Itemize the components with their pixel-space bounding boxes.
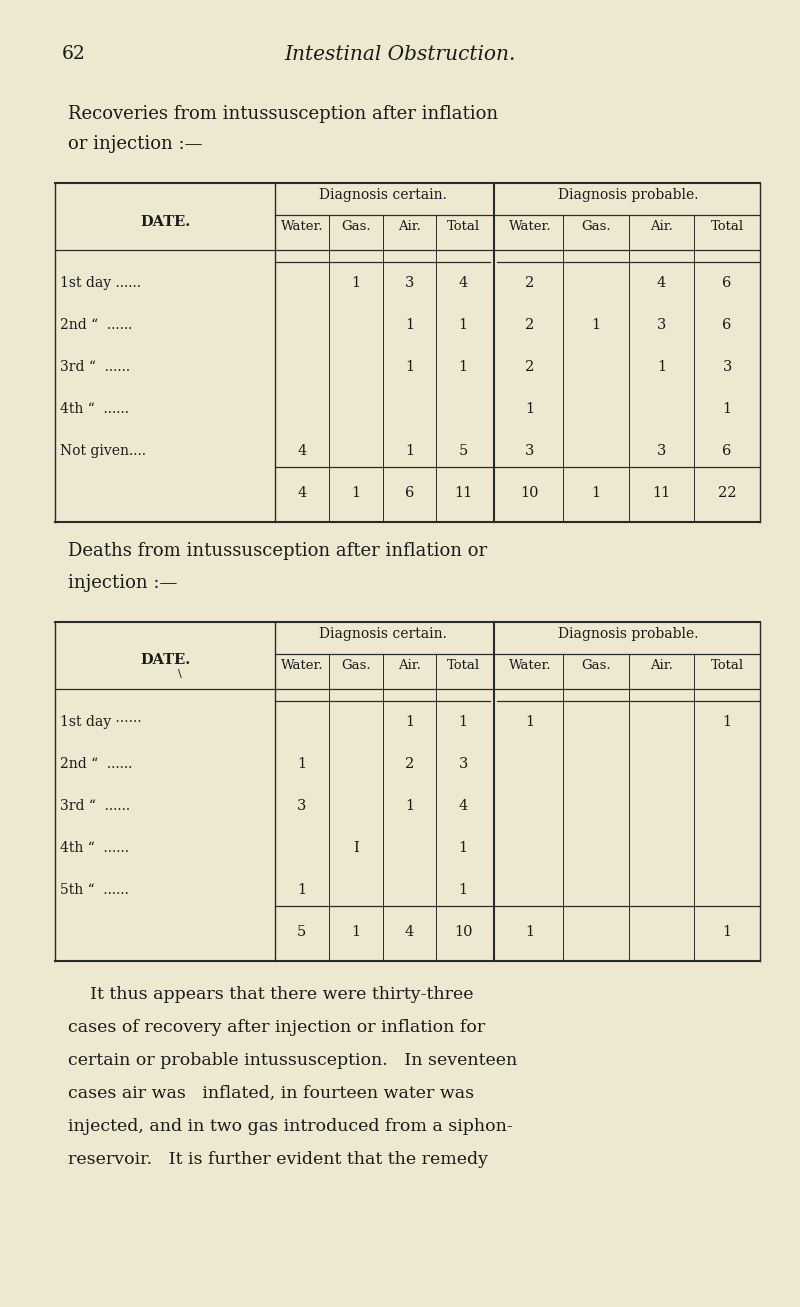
Text: 2nd “  ......: 2nd “ ...... (60, 757, 132, 771)
Text: 6: 6 (405, 486, 414, 501)
Text: 1: 1 (526, 715, 534, 729)
Text: 1: 1 (591, 486, 600, 501)
Text: 1: 1 (351, 925, 360, 938)
Text: reservoir.   It is further evident that the remedy: reservoir. It is further evident that th… (68, 1151, 488, 1168)
Text: It thus appears that there were thirty-three: It thus appears that there were thirty-t… (68, 985, 474, 1002)
Text: 6: 6 (722, 276, 732, 290)
Text: Total: Total (446, 659, 480, 672)
Text: 5: 5 (298, 925, 306, 938)
Text: 2: 2 (526, 359, 534, 374)
Text: DATE.: DATE. (140, 654, 190, 668)
Text: 2: 2 (405, 757, 414, 771)
Text: Water.: Water. (281, 220, 323, 233)
Text: 5: 5 (458, 444, 468, 457)
Text: $\backslash$: $\backslash$ (177, 667, 183, 680)
Text: injected, and in two gas introduced from a siphon-: injected, and in two gas introduced from… (68, 1117, 513, 1134)
Text: Gas.: Gas. (581, 659, 610, 672)
Text: 5th “  ......: 5th “ ...... (60, 884, 129, 897)
Text: 1: 1 (351, 486, 360, 501)
Text: 4: 4 (298, 444, 306, 457)
Text: DATE.: DATE. (140, 214, 190, 229)
Text: 1: 1 (722, 403, 732, 416)
Text: Air.: Air. (398, 220, 421, 233)
Text: cases air was   inflated, in fourteen water was: cases air was inflated, in fourteen wate… (68, 1085, 474, 1102)
Text: Recoveries from intussusception after inflation: Recoveries from intussusception after in… (68, 105, 498, 123)
Text: 4: 4 (405, 925, 414, 938)
Text: 11: 11 (454, 486, 472, 501)
Text: 1: 1 (298, 884, 306, 897)
Text: Air.: Air. (398, 659, 421, 672)
Text: 1: 1 (405, 444, 414, 457)
Text: 22: 22 (718, 486, 736, 501)
Text: 1: 1 (405, 318, 414, 332)
Text: Intestinal Obstruction.: Intestinal Obstruction. (284, 44, 516, 64)
Text: Total: Total (710, 220, 744, 233)
Text: 3: 3 (657, 444, 666, 457)
Text: Water.: Water. (281, 659, 323, 672)
Text: 1: 1 (526, 403, 534, 416)
Text: 1: 1 (458, 359, 468, 374)
Text: 3: 3 (458, 757, 468, 771)
Text: 4: 4 (298, 486, 306, 501)
Text: certain or probable intussusception.   In seventeen: certain or probable intussusception. In … (68, 1052, 518, 1069)
Text: 1: 1 (657, 359, 666, 374)
Text: 3: 3 (297, 799, 306, 813)
Text: 1: 1 (298, 757, 306, 771)
Text: injection :—: injection :— (68, 574, 178, 592)
Text: Gas.: Gas. (581, 220, 610, 233)
Text: 1st day ······: 1st day ······ (60, 715, 142, 729)
Text: Diagnosis probable.: Diagnosis probable. (558, 188, 698, 203)
Text: 3: 3 (525, 444, 534, 457)
Text: 6: 6 (722, 444, 732, 457)
Text: Deaths from intussusception after inflation or: Deaths from intussusception after inflat… (68, 542, 487, 559)
Text: Gas.: Gas. (341, 659, 370, 672)
Text: Total: Total (710, 659, 744, 672)
Text: cases of recovery after injection or inflation for: cases of recovery after injection or inf… (68, 1019, 486, 1036)
Text: 6: 6 (722, 318, 732, 332)
Text: 4: 4 (458, 799, 468, 813)
Text: 3: 3 (722, 359, 732, 374)
Text: 3: 3 (405, 276, 414, 290)
Text: Gas.: Gas. (341, 220, 370, 233)
Text: Total: Total (446, 220, 480, 233)
Text: 1: 1 (458, 318, 468, 332)
Text: 1: 1 (722, 715, 732, 729)
Text: 4: 4 (458, 276, 468, 290)
Text: Water.: Water. (509, 220, 551, 233)
Text: 2: 2 (526, 318, 534, 332)
Text: 1: 1 (351, 276, 360, 290)
Text: 1: 1 (405, 799, 414, 813)
Text: Not given....: Not given.... (60, 444, 146, 457)
Text: 4th “  ......: 4th “ ...... (60, 840, 129, 855)
Text: 3rd “  ......: 3rd “ ...... (60, 799, 130, 813)
Text: 1: 1 (526, 925, 534, 938)
Text: I: I (353, 840, 358, 855)
Text: Water.: Water. (509, 659, 551, 672)
Text: 1: 1 (458, 715, 468, 729)
Text: 10: 10 (521, 486, 539, 501)
Text: 1: 1 (458, 840, 468, 855)
Text: 4: 4 (657, 276, 666, 290)
Text: 3: 3 (657, 318, 666, 332)
Text: 2nd “  ......: 2nd “ ...... (60, 318, 132, 332)
Text: 1: 1 (458, 884, 468, 897)
Text: Diagnosis certain.: Diagnosis certain. (318, 188, 446, 203)
Text: 1: 1 (405, 359, 414, 374)
Text: Diagnosis probable.: Diagnosis probable. (558, 627, 698, 640)
Text: Air.: Air. (650, 659, 673, 672)
Text: 1: 1 (591, 318, 600, 332)
Text: 2: 2 (526, 276, 534, 290)
Text: 62: 62 (62, 44, 86, 63)
Text: Air.: Air. (650, 220, 673, 233)
Text: or injection :—: or injection :— (68, 135, 202, 153)
Text: 1: 1 (722, 925, 732, 938)
Text: 1: 1 (405, 715, 414, 729)
Text: 10: 10 (454, 925, 472, 938)
Text: 3rd “  ......: 3rd “ ...... (60, 359, 130, 374)
Text: Diagnosis certain.: Diagnosis certain. (318, 627, 446, 640)
Text: 1st day ......: 1st day ...... (60, 276, 141, 290)
Text: 11: 11 (652, 486, 670, 501)
Text: 4th “  ......: 4th “ ...... (60, 403, 129, 416)
